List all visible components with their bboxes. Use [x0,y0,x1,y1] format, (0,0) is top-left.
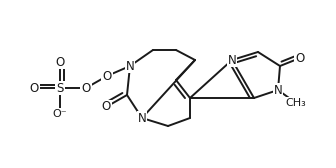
Text: N: N [274,83,282,96]
Text: CH₃: CH₃ [286,98,306,108]
Text: S: S [56,81,64,94]
Text: N: N [138,112,146,124]
Text: O⁻: O⁻ [53,109,67,119]
Text: O: O [101,100,111,114]
Text: O: O [81,81,91,94]
Text: N: N [227,53,236,67]
Text: O: O [55,55,65,69]
Text: O: O [102,70,112,82]
Text: O: O [29,81,39,94]
Text: O: O [295,52,305,65]
Text: N: N [126,59,134,73]
